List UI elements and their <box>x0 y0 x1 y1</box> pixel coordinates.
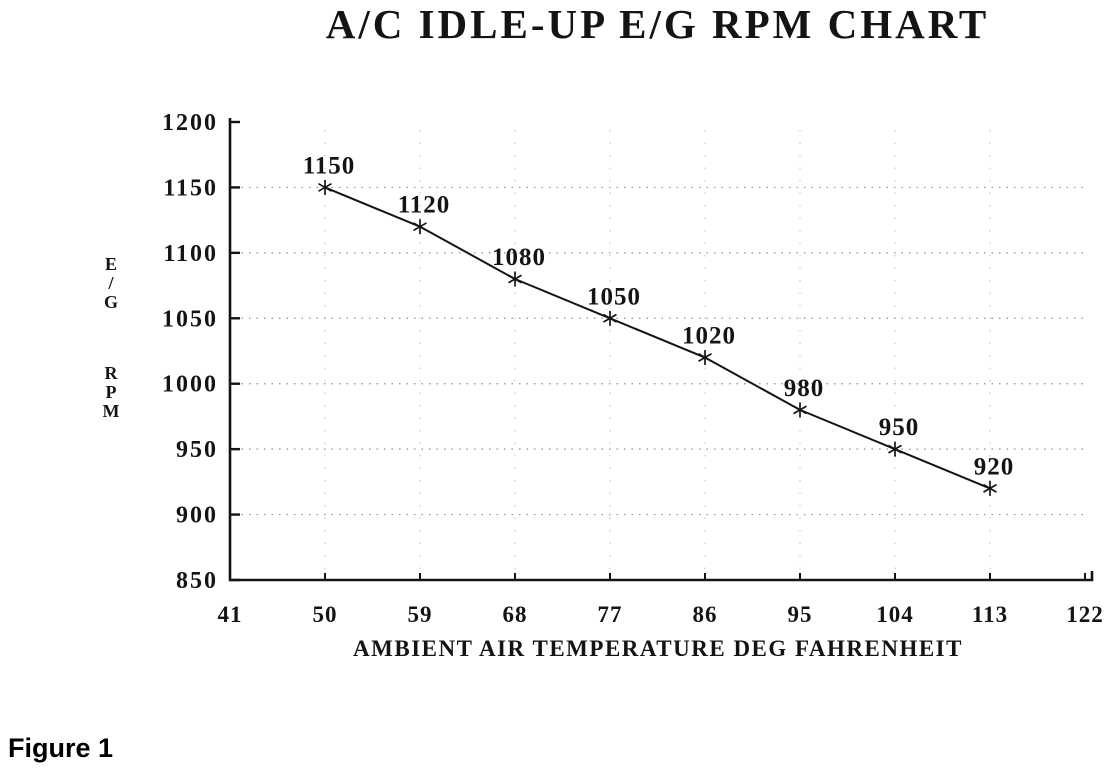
data-point-marker <box>983 483 997 493</box>
data-point-label: 980 <box>784 375 825 402</box>
x-tick-label: 113 <box>972 602 1008 627</box>
y-tick-label: 1000 <box>162 372 218 398</box>
y-tick-label: 1150 <box>163 175 218 201</box>
x-tick-label: 95 <box>788 602 813 627</box>
data-point-label: 1020 <box>682 323 736 350</box>
y-tick-label: 1200 <box>162 110 218 136</box>
y-axis-label-char: M <box>102 401 120 421</box>
y-tick-label: 950 <box>176 437 218 463</box>
y-axis-label-char: P <box>105 382 117 402</box>
x-tick-label: 77 <box>598 602 623 627</box>
chart-title: A/C IDLE-UP E/G RPM CHART <box>325 1 990 47</box>
y-axis-label-char: G <box>103 292 118 312</box>
x-tick-label: 122 <box>1066 602 1104 627</box>
y-tick-label: 850 <box>176 568 218 594</box>
x-tick-label: 59 <box>408 602 433 627</box>
data-point-label: 1120 <box>398 192 451 219</box>
y-tick-label: 1100 <box>163 241 218 267</box>
data-line <box>324 186 991 490</box>
y-axis-label-char: / <box>108 273 114 293</box>
x-tick-label: 41 <box>218 602 243 627</box>
x-tick-label: 50 <box>313 602 338 627</box>
data-point-marker <box>793 405 807 415</box>
axes <box>228 118 1094 582</box>
data-point-marker <box>698 353 712 363</box>
y-tick-label: 1050 <box>162 306 218 332</box>
x-tick-label: 68 <box>503 602 528 627</box>
data-point-label: 1080 <box>492 244 546 271</box>
y-axis-label-char: R <box>104 363 118 383</box>
data-point-marker <box>318 182 332 192</box>
y-axis-label: E / G R P M <box>98 255 124 421</box>
data-point-label: 1150 <box>303 152 356 179</box>
y-axis-label-char: E <box>104 254 117 274</box>
data-point-marker <box>888 444 902 454</box>
x-tick-label: 86 <box>693 602 718 627</box>
y-tick-label: 900 <box>176 503 218 529</box>
data-point-label: 1050 <box>587 283 641 310</box>
data-point-marker <box>413 222 427 232</box>
x-tick-label: 104 <box>876 602 914 627</box>
figure-caption: Figure 1 <box>8 733 114 763</box>
x-axis-label: AMBIENT AIR TEMPERATURE DEG FAHRENHEIT <box>353 636 963 661</box>
data-point-marker <box>508 274 522 284</box>
data-point-label: 950 <box>879 414 920 441</box>
data-point-label: 920 <box>974 453 1015 480</box>
data-point-marker <box>603 313 617 323</box>
y-axis-label-gap <box>98 312 124 364</box>
